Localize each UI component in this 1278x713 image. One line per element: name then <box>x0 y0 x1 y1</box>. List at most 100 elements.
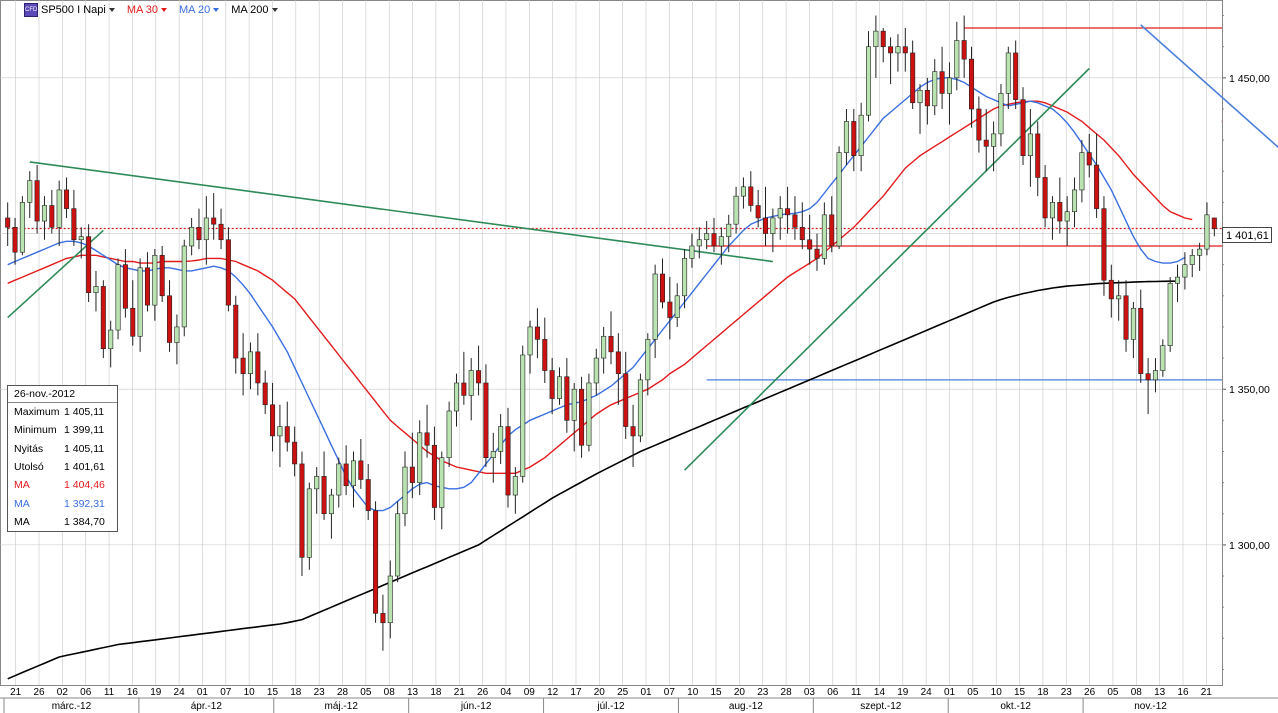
info-key: Maximum <box>14 406 60 419</box>
candle-down <box>1013 52 1019 100</box>
trendline <box>1140 24 1278 149</box>
x-month-label: márc.-12 <box>52 701 92 712</box>
x-tick-label: 18 <box>290 687 302 698</box>
info-key: MA <box>14 497 30 510</box>
candle-up <box>336 463 342 496</box>
candle-down <box>961 40 967 60</box>
x-tick-label: 23 <box>314 687 326 698</box>
info-value: 1 392,31 <box>64 497 105 510</box>
x-tick-label: 05 <box>360 687 372 698</box>
candle-down <box>292 441 298 465</box>
candle-up <box>1204 214 1210 250</box>
candle-up <box>637 379 643 437</box>
ma200-selector[interactable]: MA 200 <box>231 4 285 16</box>
candle-down <box>270 404 276 437</box>
candle-down <box>1123 295 1129 340</box>
candle-up <box>843 121 849 153</box>
candle-down <box>579 388 585 446</box>
candle-down <box>969 58 975 110</box>
candle-up <box>498 426 504 452</box>
candle-up <box>821 214 827 259</box>
candle-up <box>446 410 452 459</box>
candle-up <box>1175 276 1181 284</box>
candle-up <box>718 236 724 247</box>
candle-up <box>998 93 1004 135</box>
candle-up <box>1182 264 1188 278</box>
info-key: MA <box>14 479 30 492</box>
y-tick-label: 1 300,00 <box>1229 540 1270 552</box>
x-tick-label: 19 <box>150 687 162 698</box>
candle-up <box>645 339 651 381</box>
candle-down <box>476 370 482 384</box>
candle-up <box>189 226 195 247</box>
info-value: 1 401,61 <box>64 461 105 474</box>
candle-up <box>991 133 997 147</box>
candle-down <box>785 208 791 216</box>
x-tick-label: 18 <box>430 687 442 698</box>
info-value: 1 404,46 <box>64 479 105 492</box>
candle-up <box>873 30 879 48</box>
candle-down <box>240 357 246 374</box>
candle-down <box>534 326 540 340</box>
candle-up <box>328 494 334 515</box>
candle-up <box>740 186 746 197</box>
candle-up <box>27 180 33 203</box>
x-tick-label: 28 <box>337 687 349 698</box>
candle-down <box>888 46 894 54</box>
x-tick-label: 18 <box>1037 687 1049 698</box>
candle-up <box>1064 211 1070 222</box>
x-tick-label: 10 <box>687 687 699 698</box>
candle-down <box>763 217 769 234</box>
x-tick-label: 23 <box>1061 687 1073 698</box>
candle-up <box>1072 189 1078 213</box>
x-tick-label: 21 <box>1201 687 1213 698</box>
ma200-label: MA 200 <box>231 4 269 16</box>
info-key: Minimum <box>14 424 57 437</box>
candle-down <box>1057 202 1063 222</box>
candle-up <box>41 205 47 222</box>
candle-up <box>733 195 739 225</box>
x-tick-label: 06 <box>827 687 839 698</box>
candle-down <box>34 180 40 222</box>
candle-down <box>910 52 916 104</box>
ma20-selector[interactable]: MA 20 <box>179 4 227 16</box>
candle-down <box>122 264 128 309</box>
ma30-line <box>7 100 1193 474</box>
x-tick-label: 11 <box>851 687 862 698</box>
x-tick-label: 07 <box>220 687 232 698</box>
candle-up <box>490 451 496 459</box>
x-month-label: aug.-12 <box>729 701 763 712</box>
x-tick-label: 05 <box>1107 687 1119 698</box>
candle-up <box>439 457 445 508</box>
candle-down <box>262 382 268 406</box>
candle-down <box>939 71 945 94</box>
candle-down <box>12 226 18 253</box>
x-tick-label: 23 <box>757 687 769 698</box>
info-date: 26-nov.-2012 <box>8 386 117 403</box>
symbol-selector[interactable]: CFD SP500 I Napi <box>24 3 123 17</box>
candle-up <box>314 476 320 490</box>
x-tick-label: 25 <box>617 687 629 698</box>
candle-up <box>1152 370 1158 381</box>
candle-down <box>218 223 224 241</box>
x-tick-label: 20 <box>594 687 606 698</box>
ma30-selector[interactable]: MA 30 <box>127 4 175 16</box>
candle-down <box>49 205 55 228</box>
x-tick-label: 26 <box>33 687 45 698</box>
info-value: 1 399,11 <box>64 424 105 437</box>
candle-down <box>630 426 636 437</box>
candle-down <box>851 121 857 156</box>
candle-up <box>1049 202 1055 219</box>
candle-down <box>792 214 798 228</box>
chart-toolbar: CFD SP500 I Napi MA 30 MA 20 MA 200 <box>24 3 286 17</box>
candle-down <box>615 351 621 374</box>
candle-up <box>689 245 695 259</box>
x-tick-label: 01 <box>640 687 652 698</box>
candle-down <box>807 239 813 250</box>
candle-up <box>1197 248 1203 256</box>
info-row: Nyitás 1 405,11 <box>8 440 117 458</box>
x-month-label: júl.-12 <box>596 701 625 712</box>
candle-up <box>56 189 62 228</box>
candle-up <box>770 217 776 234</box>
